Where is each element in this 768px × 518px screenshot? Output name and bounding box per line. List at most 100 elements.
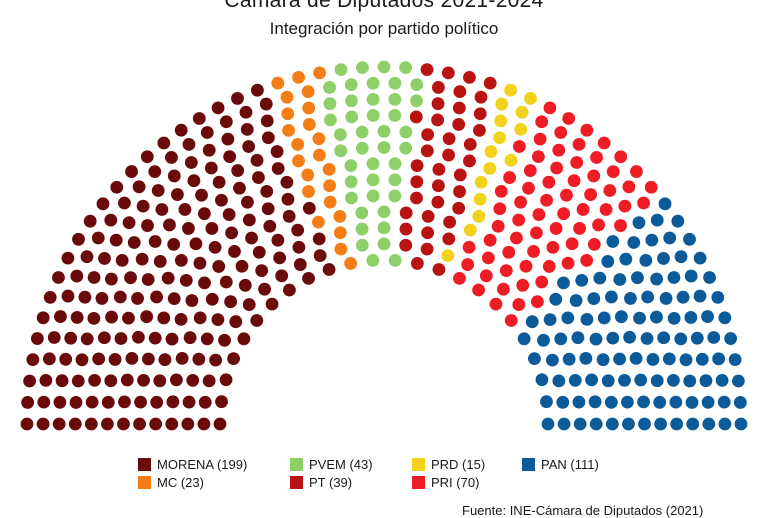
seat-pri: [523, 164, 537, 177]
seat-pri: [527, 245, 540, 258]
seat-pri: [519, 259, 533, 273]
seat-mc: [344, 257, 358, 270]
seat-pt: [399, 222, 413, 236]
seat-pri: [576, 203, 590, 216]
seat-morena: [197, 417, 211, 431]
seat-pri: [531, 150, 545, 164]
seat-morena: [125, 351, 139, 365]
seat-morena: [155, 203, 169, 216]
seat-pan: [561, 311, 575, 325]
seat-pri: [540, 193, 553, 207]
seat-pan: [663, 231, 677, 245]
seat-pvem: [399, 141, 413, 155]
seat-morena: [165, 417, 179, 431]
seat-morena: [251, 83, 264, 97]
seat-pan: [640, 332, 654, 345]
seat-morena: [71, 374, 85, 388]
seat-pan: [674, 332, 688, 346]
seat-morena: [141, 219, 154, 232]
seat-pvem: [356, 61, 369, 75]
seat-pan: [633, 311, 646, 325]
seat-morena: [91, 231, 105, 245]
seat-morena: [235, 259, 249, 273]
seat-pan: [634, 373, 648, 387]
seat-pri: [630, 165, 643, 178]
seat-pvem: [366, 253, 380, 267]
seat-pvem: [323, 113, 337, 127]
seat-morena: [70, 269, 84, 283]
seat-morena: [88, 373, 101, 387]
seat-morena: [36, 311, 50, 325]
seat-pri: [453, 271, 466, 285]
seat-pan: [662, 352, 676, 366]
seat-morena: [55, 374, 69, 388]
seat-prd: [524, 92, 537, 105]
seat-pan: [712, 352, 726, 366]
seat-morena: [179, 273, 193, 287]
seat-prd: [494, 114, 508, 128]
seat-morena: [167, 292, 181, 306]
seat-pri: [618, 199, 632, 213]
seat-morena: [212, 260, 226, 273]
seat-pvem: [377, 124, 391, 138]
seat-morena: [260, 184, 274, 198]
seat-morena: [187, 174, 201, 188]
seat-pvem: [366, 76, 380, 90]
seat-pt: [441, 66, 455, 80]
seat-mc: [292, 70, 305, 84]
seat-mc: [313, 148, 326, 162]
seat-pri: [502, 245, 516, 259]
seat-morena: [250, 153, 264, 167]
seat-pt: [410, 191, 423, 205]
seat-pan: [645, 233, 659, 247]
seat-morena: [85, 395, 99, 409]
seat-morena: [242, 140, 256, 153]
seat-mc: [302, 185, 315, 198]
seat-morena: [218, 333, 231, 347]
seat-prd: [495, 97, 509, 111]
seat-pri: [542, 260, 556, 273]
seat-pan: [552, 374, 566, 388]
seat-mc: [301, 168, 315, 182]
seat-morena: [87, 271, 101, 284]
seat-morena: [302, 271, 315, 285]
seat-morena: [211, 313, 225, 327]
seat-pri: [504, 314, 518, 327]
seat-morena: [83, 214, 97, 228]
seat-morena: [115, 253, 129, 267]
seat-pri: [489, 297, 503, 311]
seat-morena: [182, 395, 196, 409]
seat-morena: [270, 145, 284, 158]
seat-pt: [463, 70, 476, 84]
seat-morena: [202, 143, 216, 157]
seat-mc: [301, 85, 315, 99]
seat-pan: [541, 417, 555, 431]
seat-morena: [104, 374, 118, 388]
seat-morena: [20, 417, 34, 431]
seat-morena: [212, 175, 226, 189]
seat-pan: [669, 395, 683, 409]
seat-pan: [667, 312, 681, 325]
seat-pan: [733, 396, 747, 409]
seat-pvem: [345, 94, 358, 108]
seat-pan: [627, 236, 641, 249]
seat-pan: [557, 417, 571, 431]
seat-pri: [491, 219, 505, 233]
seat-morena: [97, 331, 111, 345]
seat-pri: [570, 156, 584, 169]
seat-morena: [174, 253, 188, 267]
seat-morena: [61, 289, 75, 303]
seat-morena: [280, 175, 294, 189]
seat-mc: [292, 154, 305, 168]
seat-pvem: [366, 173, 380, 187]
seat-pan: [724, 332, 738, 345]
seat-morena: [250, 314, 264, 327]
seat-pan: [618, 373, 631, 387]
seat-pvem: [377, 205, 391, 219]
seat-pri: [599, 203, 613, 216]
seat-prd: [473, 192, 487, 206]
seat-pan: [695, 352, 709, 366]
seat-morena: [64, 331, 78, 345]
seat-morena: [231, 92, 244, 105]
